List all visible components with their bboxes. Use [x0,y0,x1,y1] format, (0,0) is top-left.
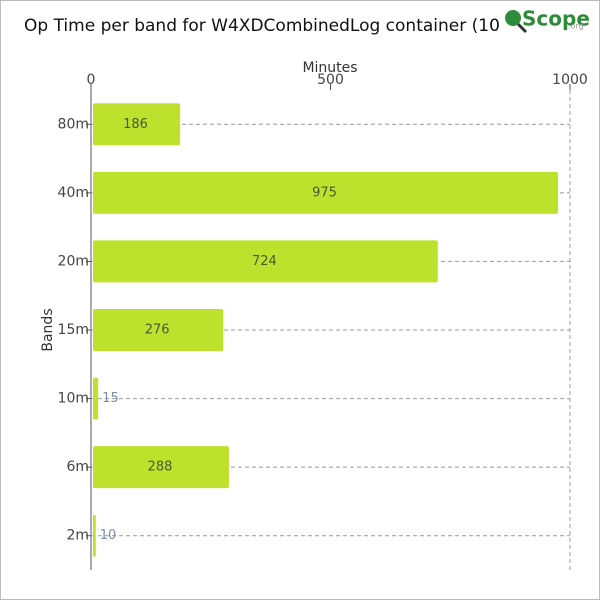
bar [93,514,96,557]
bar [93,240,438,283]
y-tick-label: 20m [58,253,89,269]
logo: Scope .org [500,6,590,36]
bar [93,103,181,146]
y-tick-label: 2m [66,528,89,544]
value-label: 975 [312,185,337,200]
x-tick-label: 500 [317,72,344,88]
bar [93,171,559,214]
bar [93,446,229,489]
y-tick-label: 15m [58,322,89,338]
y-tick-label: 10m [58,391,89,407]
value-label: 288 [148,460,173,475]
logo-handle [516,22,528,34]
x-tick-label: 0 [87,72,96,88]
x-tick-label: 1000 [552,72,588,88]
y-tick-label: 40m [58,185,89,201]
x-axis-title: Minutes [302,60,357,76]
value-label: 724 [252,254,277,269]
logo-suffix: .org [568,22,584,31]
bar [93,377,99,420]
y-tick-label: 6m [66,459,89,475]
value-label: 15 [102,391,119,406]
value-label: 276 [145,323,170,338]
y-axis-title: Bands [40,308,56,351]
bar [93,309,224,351]
logo-icon [505,10,521,26]
value-label: 186 [123,117,148,132]
chart-title: Op Time per band for W4XDCombinedLog con… [24,16,573,36]
y-tick-label: 80m [58,116,89,132]
logo-text: Scope [522,7,590,31]
value-label: 10 [100,528,117,543]
